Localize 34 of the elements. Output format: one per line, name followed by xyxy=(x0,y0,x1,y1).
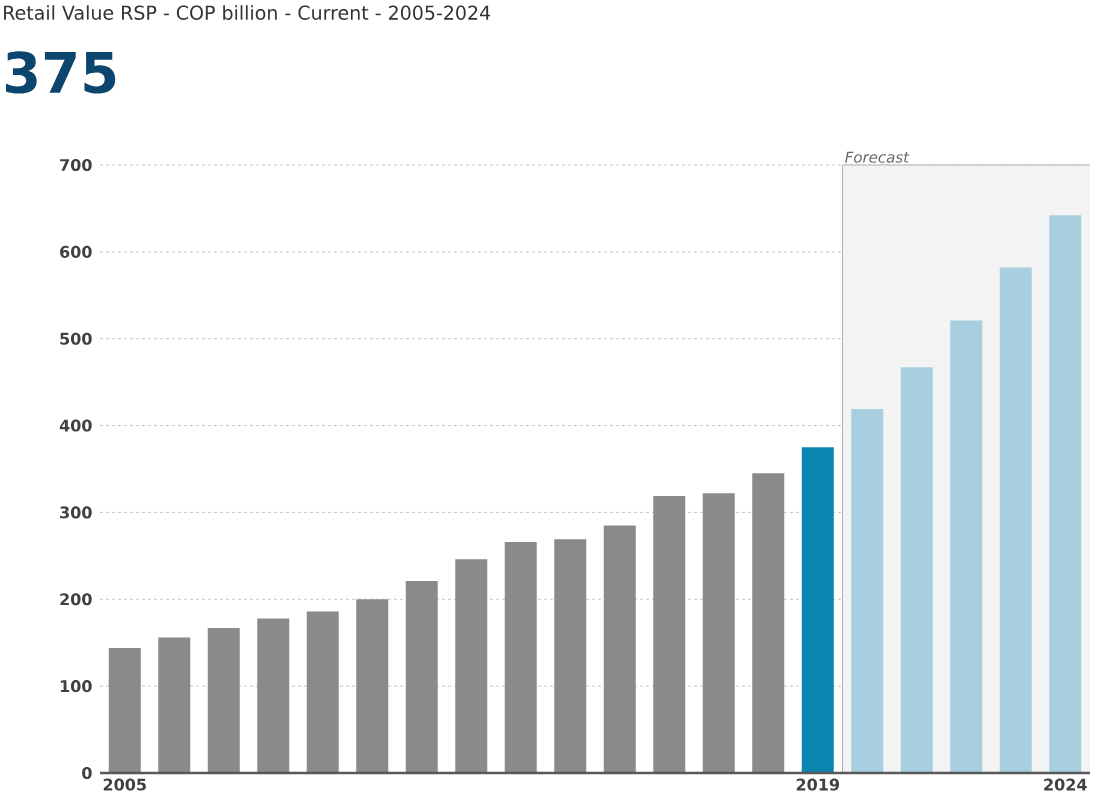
x-tick-label: 2005 xyxy=(103,778,146,791)
bar xyxy=(158,637,191,773)
bar xyxy=(405,581,438,773)
bar xyxy=(108,647,141,773)
bar xyxy=(603,525,636,773)
x-tick-label: 2024 xyxy=(1044,778,1087,791)
bar xyxy=(950,320,983,773)
y-tick-label: 600 xyxy=(60,245,92,258)
bar xyxy=(851,409,884,773)
bar xyxy=(653,495,686,773)
y-tick-label: 200 xyxy=(60,593,92,606)
y-tick-label: 500 xyxy=(60,332,92,345)
bar xyxy=(752,473,785,773)
bar xyxy=(801,447,834,773)
chart-subtitle: 375 xyxy=(5,51,116,94)
chart-title: Retail Value RSP - COP billion - Current - 2005-2024 xyxy=(4,5,491,20)
band-label: Forecast xyxy=(845,151,910,163)
y-tick-label: 300 xyxy=(60,506,92,519)
bar xyxy=(257,618,290,773)
bar xyxy=(207,627,240,773)
bar xyxy=(504,541,537,773)
x-tick-label: 2019 xyxy=(796,778,839,791)
y-tick-label: 700 xyxy=(60,158,92,172)
bar xyxy=(455,559,488,773)
bar xyxy=(356,599,389,773)
bar xyxy=(306,611,339,773)
bar xyxy=(900,367,933,773)
bar xyxy=(1049,215,1082,773)
bar xyxy=(999,267,1032,773)
y-tick-label: 400 xyxy=(59,419,92,432)
y-tick-label: 100 xyxy=(60,680,92,693)
bar xyxy=(554,539,587,773)
bar xyxy=(702,493,735,773)
y-tick-label: 0 xyxy=(82,766,92,780)
